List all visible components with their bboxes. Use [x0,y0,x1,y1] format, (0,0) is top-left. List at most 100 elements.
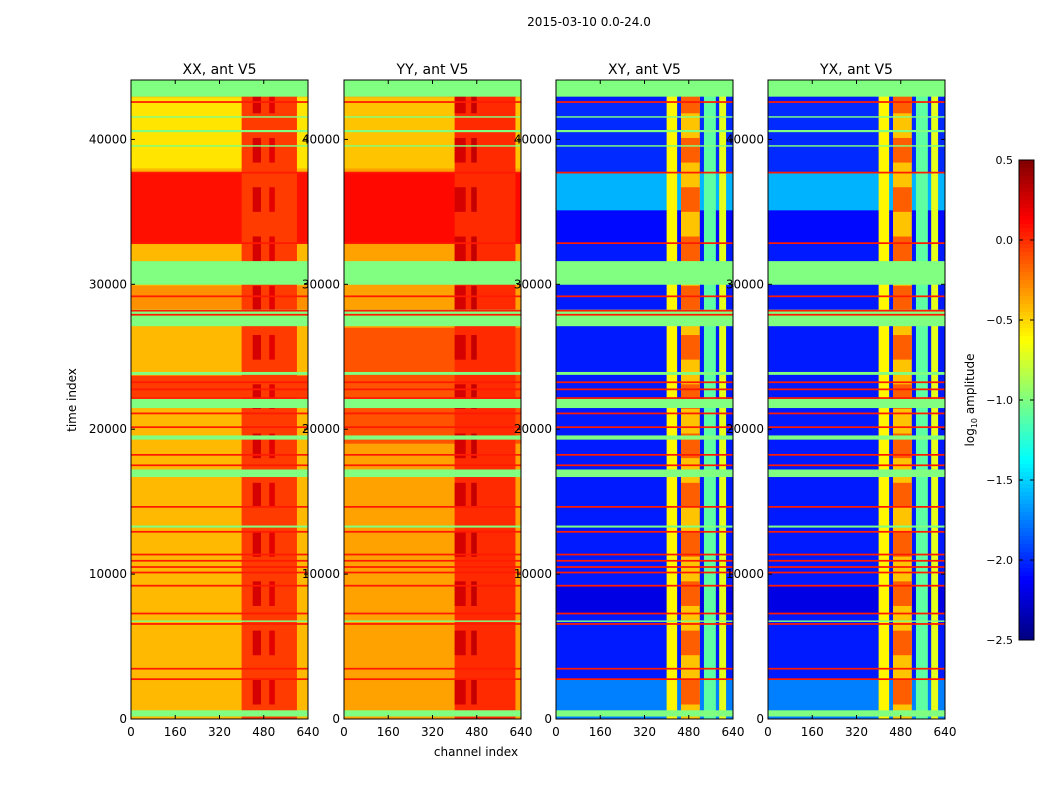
flagged-band [131,371,308,375]
flagged-line [344,571,521,574]
colorbar-segment [1019,236,1034,241]
flagged-band [556,261,733,285]
flagged-line [768,678,945,681]
flagged-band [131,309,308,327]
flagged-line [344,426,521,429]
flagged-line [556,571,733,574]
colorbar-segment [1019,168,1034,173]
flagged-line [344,412,521,415]
heatmap-band [768,102,945,173]
heatmap-band [768,172,945,211]
colorbar-segment [1019,632,1034,637]
colorbar-segment [1019,284,1034,289]
flagged-band [768,469,945,478]
heatmap-channel-block [681,482,700,508]
x-axis-label: channel index [434,745,518,759]
colorbar-segment [1019,572,1034,577]
heatmap-channel-block [471,384,477,409]
flagged-line [131,426,308,429]
colorbar-segment [1019,392,1034,397]
colorbar-segment [1019,312,1034,317]
x-tick-label: 0 [340,725,348,739]
flagged-line [344,584,521,587]
flagged-band [556,129,733,133]
colorbar-segment [1019,196,1034,201]
colorbar-segment [1019,300,1034,305]
heatmap-channel-block [454,581,466,606]
heatmap-channel-block [471,335,477,360]
colorbar-segment [1019,528,1034,533]
heatmap-channel-block [681,187,700,212]
heatmap-channel-block [471,679,477,705]
colorbar-segment [1019,360,1034,365]
flagged-line [556,464,733,467]
heatmap-channel-block [893,630,912,656]
heatmap-band [556,172,733,211]
heatmap-channel-block [471,630,477,656]
colorbar-segment [1019,404,1034,409]
flagged-band [131,261,308,285]
flagged-line [768,667,945,670]
colorbar-segment [1019,612,1034,617]
flagged-line [768,381,945,384]
colorbar-segment [1019,288,1034,293]
flagged-line [768,506,945,508]
colorbar-segment [1019,624,1034,629]
colorbar-segment [1019,348,1034,353]
flagged-line [556,506,733,508]
flagged-line [344,566,521,568]
flagged-line [344,242,521,245]
flagged-line [344,678,521,681]
flagged-line [131,559,308,562]
flagged-line [556,553,733,556]
colorbar-segment [1019,192,1034,197]
flagged-line [556,295,733,298]
colorbar-tick-label: 0.5 [996,154,1014,167]
heatmap-channel-block [893,335,912,360]
heatmap-channel-block [454,187,466,212]
colorbar-segment [1019,620,1034,625]
colorbar-segment [1019,520,1034,525]
flagged-band [768,80,945,97]
flagged-line [344,295,521,298]
colorbar-tick-label: −0.5 [986,314,1013,327]
colorbar-segment [1019,412,1034,417]
flagged-band [556,309,733,327]
panel-yy: YY, ant V5 0 160 320 480 640 0 10000 20000 30000 4… [302,62,533,739]
flagged-line [131,612,308,615]
flagged-line [131,412,308,415]
flagged-line [768,295,945,298]
flagged-line [344,171,521,174]
colorbar-segment [1019,388,1034,393]
heatmap-channel-block [454,532,466,557]
flagged-line [768,397,945,399]
colorbar-tick-label: −2.0 [986,554,1013,567]
x-tick-label: 480 [465,725,488,739]
colorbar-segment [1019,384,1034,389]
flagged-band [344,371,521,375]
flagged-line [556,101,733,103]
flagged-line [768,426,945,429]
colorbar-segment [1019,368,1034,373]
flagged-band [344,435,521,440]
flagged-line [556,678,733,681]
flagged-line [556,566,733,568]
flagged-line [131,295,308,298]
colorbar-segment [1019,180,1034,185]
y-tick-label: 40000 [514,132,552,146]
heatmap-channel-block [471,482,477,508]
colorbar-segment [1019,336,1034,341]
flagged-line [131,101,308,103]
heatmap-channel-block [471,88,477,114]
colorbar-segment [1019,320,1034,325]
heatmap-channel-block [893,581,912,606]
flagged-line [768,242,945,245]
colorbar-tick-label: −1.5 [986,474,1013,487]
colorbar-segment [1019,472,1034,477]
heatmap-channel-block [269,285,275,311]
colorbar-segment [1019,308,1034,313]
colorbar-segment [1019,416,1034,421]
x-tick-label: 640 [934,725,957,739]
heatmap-channel-block [252,88,261,114]
colorbar-segment [1019,396,1034,401]
